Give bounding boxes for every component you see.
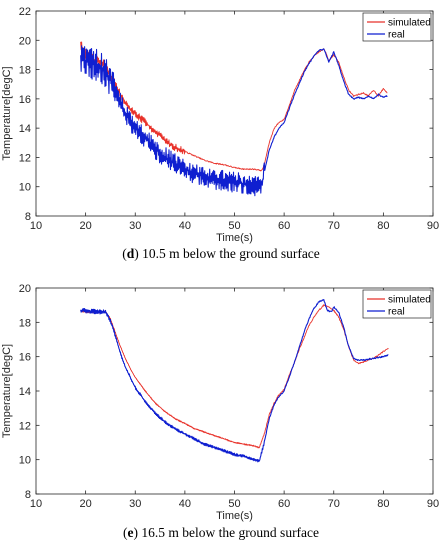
x-axis-label: Time(s) [216, 232, 253, 244]
chart-panel-d: 10 20 30 40 50 60 70 80 90810121416182022Time(s)… [1, 6, 439, 261]
x-tick-label: 80 [377, 220, 389, 232]
x-tick-label: 50 [228, 498, 240, 510]
x-tick-label: 10 [30, 220, 42, 232]
caption-text: 10.5 m below the ground surface [139, 246, 320, 261]
y-tick-label: 20 [19, 35, 31, 47]
y-tick-label: 8 [25, 211, 31, 223]
y-axis-label: Temperature[degC] [1, 66, 13, 160]
figure-caption: (d) 10.5 m below the ground surface [122, 246, 320, 261]
x-tick-label: 20 [80, 220, 92, 232]
legend-box [362, 12, 432, 42]
x-tick-label: 30 [129, 498, 141, 510]
caption-text: 16.5 m below the ground surface [138, 525, 319, 540]
y-tick-label: 14 [19, 123, 31, 135]
plot-area [35, 287, 434, 495]
x-tick-label: 60 [278, 220, 290, 232]
caption-paren-close: ) [134, 246, 139, 261]
x-tick-label: 40 [179, 498, 191, 510]
caption-paren-open: ( [122, 246, 127, 261]
caption-paren-open: ( [123, 525, 128, 540]
x-tick-label: 70 [328, 220, 340, 232]
x-tick-label: 80 [377, 498, 389, 510]
y-tick-label: 12 [19, 152, 31, 164]
y-tick-label: 18 [19, 317, 31, 329]
caption-panel-letter: e [127, 525, 133, 540]
x-tick-label: 70 [328, 498, 340, 510]
legend-label-real: real [388, 307, 405, 318]
y-tick-label: 20 [19, 283, 31, 295]
caption-paren-close: ) [133, 525, 138, 540]
series-line-real [80, 45, 388, 197]
figure-caption: (e) 16.5 m below the ground surface [123, 525, 319, 540]
caption-panel-letter: d [127, 246, 135, 261]
series-line-real [80, 299, 389, 463]
y-tick-label: 18 [19, 65, 31, 77]
legend-box [362, 289, 432, 319]
y-tick-label: 10 [19, 455, 31, 467]
x-tick-label: 10 [30, 498, 42, 510]
x-tick-label: 40 [179, 220, 191, 232]
x-axis-label: Time(s) [216, 510, 253, 522]
x-tick-label: 20 [80, 498, 92, 510]
legend-label-real: real [388, 30, 405, 41]
y-tick-label: 16 [19, 352, 31, 364]
legend-label-simulated: simulated [388, 18, 431, 29]
x-tick-label: 30 [129, 220, 141, 232]
x-tick-label: 60 [278, 498, 290, 510]
y-tick-label: 12 [19, 420, 31, 432]
x-tick-label: 90 [427, 220, 439, 232]
y-axis-label: Temperature[degC] [1, 344, 13, 438]
chart-panel-e: 10 20 30 40 50 60 70 80 908101214161820Time(s)Te… [1, 283, 439, 540]
y-tick-label: 10 [19, 182, 31, 194]
y-tick-label: 14 [19, 386, 31, 398]
legend-label-simulated: simulated [388, 295, 431, 306]
series-line-simulated [80, 304, 389, 449]
x-tick-label: 90 [427, 498, 439, 510]
y-tick-label: 8 [25, 489, 31, 501]
y-tick-label: 16 [19, 94, 31, 106]
y-tick-label: 22 [19, 6, 31, 18]
x-tick-label: 50 [228, 220, 240, 232]
